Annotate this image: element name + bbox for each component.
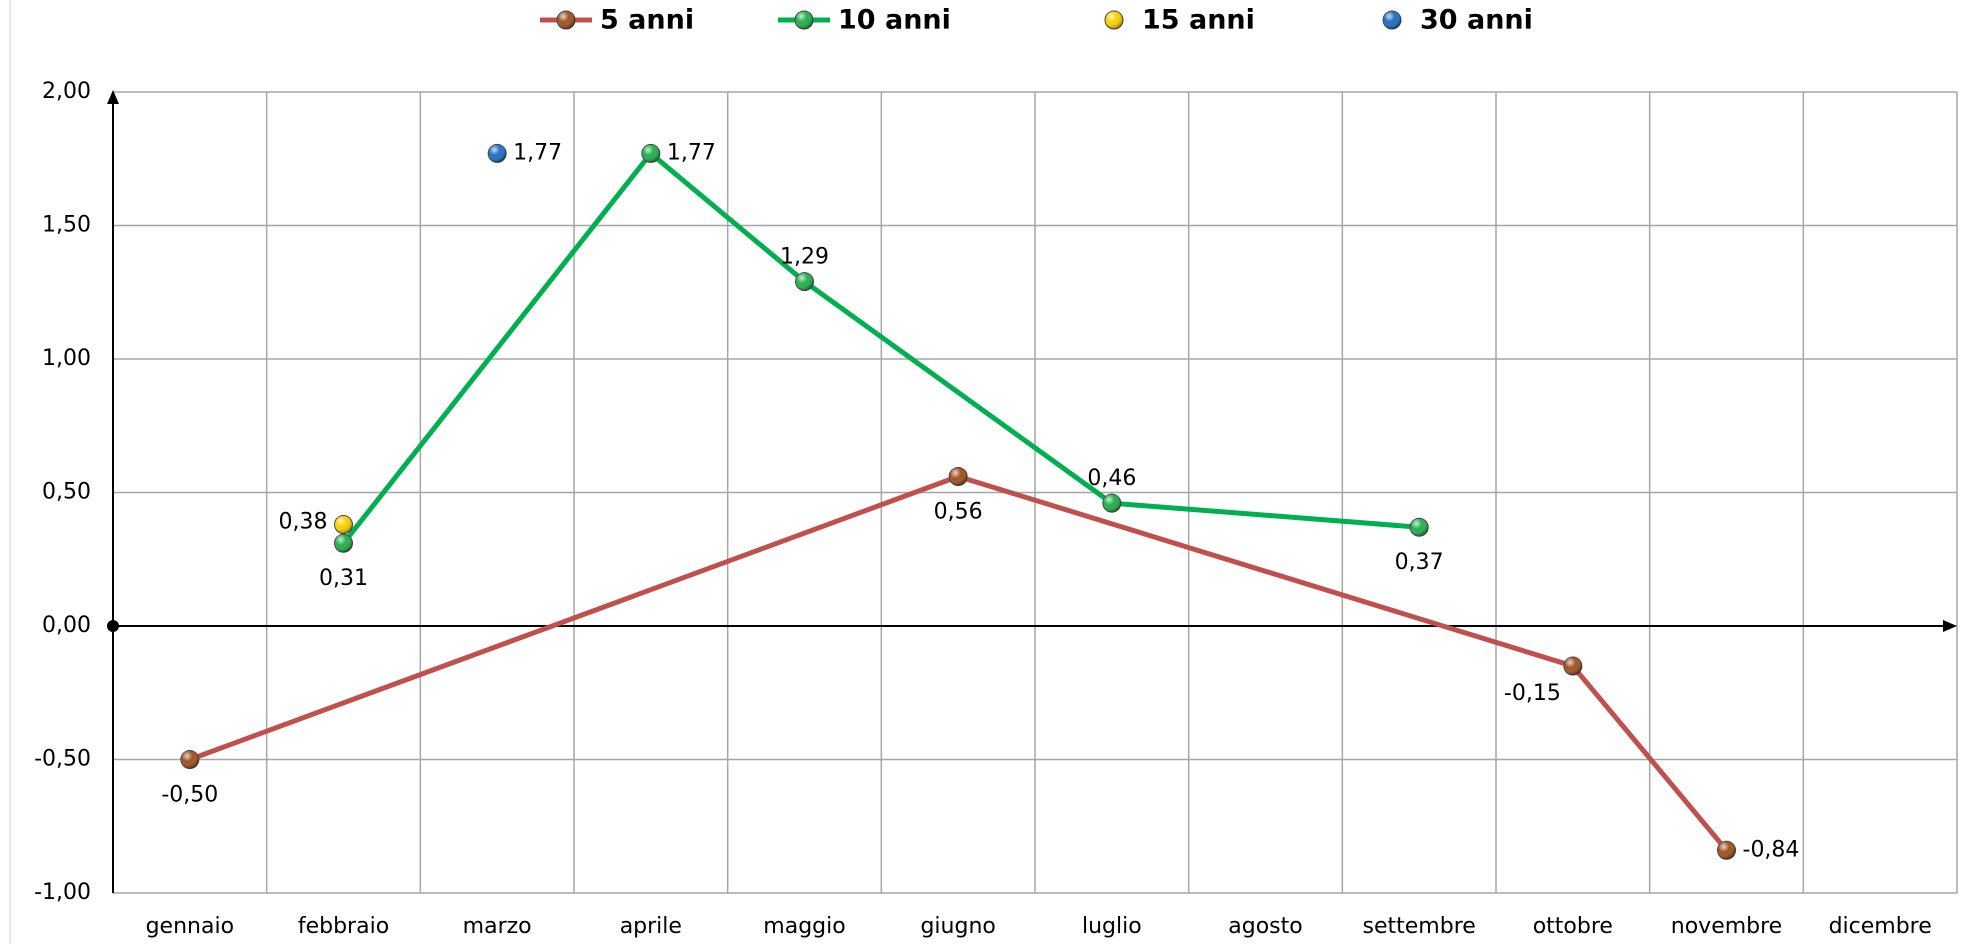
- series-line-segment: [1109, 500, 1422, 530]
- marker-shine: [334, 515, 353, 534]
- marker-shine: [795, 272, 814, 291]
- legend-text: 10 anni: [838, 5, 951, 36]
- legend-text: 5 anni: [600, 5, 694, 36]
- data-point: [948, 466, 968, 486]
- y-tick-label: 0,50: [42, 480, 91, 505]
- data-point: [334, 533, 353, 553]
- data-label: 0,31: [319, 566, 368, 591]
- data-point: [641, 143, 661, 163]
- data-label: 1,77: [667, 140, 716, 165]
- x-tick-label: settembre: [1363, 914, 1476, 939]
- x-tick-label: aprile: [620, 914, 682, 939]
- y-tick-label: 0,00: [42, 613, 91, 638]
- x-tick-label: maggio: [763, 914, 845, 939]
- series-line-segment: [1570, 663, 1729, 853]
- marker-shine: [180, 750, 199, 769]
- series-line-segment: [955, 473, 1576, 669]
- marker-shine: [1102, 494, 1121, 513]
- legend-marker: [1104, 10, 1124, 30]
- legend-marker: [1382, 10, 1402, 30]
- y-tick-label: -1,00: [34, 880, 91, 905]
- data-point: [795, 272, 814, 292]
- x-tick-label: agosto: [1228, 914, 1302, 939]
- data-label: 0,56: [934, 499, 983, 524]
- series-line-segment: [341, 150, 654, 546]
- marker-shine: [795, 11, 813, 29]
- legend-text: 30 anni: [1420, 5, 1533, 36]
- data-point: [180, 750, 200, 769]
- data-point: [1102, 493, 1122, 513]
- data-label: -0,84: [1743, 837, 1800, 862]
- data-point: [1717, 840, 1736, 860]
- x-tick-label: febbraio: [298, 914, 389, 939]
- x-axis-arrow: [1943, 620, 1957, 632]
- x-tick-label: dicembre: [1829, 914, 1932, 939]
- x-tick-label: marzo: [463, 914, 532, 939]
- marker-shine: [488, 144, 507, 163]
- data-label: 1,77: [513, 140, 562, 165]
- series-line-segment: [187, 473, 961, 762]
- data-point: [487, 143, 507, 163]
- y-tick-label: 2,00: [42, 79, 91, 104]
- y-tick-label: 1,50: [42, 213, 91, 238]
- marker-shine: [1105, 11, 1123, 29]
- marker-shine: [641, 144, 660, 163]
- marker-shine: [949, 467, 968, 486]
- marker-shine: [1410, 518, 1429, 537]
- x-tick-label: luglio: [1082, 914, 1142, 939]
- marker-shine: [557, 11, 575, 29]
- y-tick-label: -0,50: [34, 747, 91, 772]
- marker-shine: [1717, 841, 1736, 860]
- series-line-segment: [648, 150, 807, 285]
- y-axis-arrow: [107, 90, 119, 104]
- x-tick-label: giugno: [920, 914, 995, 939]
- data-label: -0,15: [1504, 681, 1561, 706]
- y-tick-label: 1,00: [42, 346, 91, 371]
- data-label: 0,46: [1087, 466, 1136, 491]
- data-point: [1409, 517, 1429, 537]
- data-label: 0,38: [279, 510, 328, 535]
- legend-marker: [556, 10, 576, 30]
- data-label: 0,37: [1395, 550, 1444, 575]
- marker-shine: [1563, 657, 1582, 676]
- legend-text: 15 anni: [1142, 5, 1255, 36]
- data-point: [334, 515, 353, 535]
- marker-shine: [334, 534, 353, 553]
- data-label: 1,29: [780, 245, 829, 270]
- x-tick-label: novembre: [1671, 914, 1782, 939]
- data-label: -0,50: [161, 783, 218, 808]
- x-tick-label: gennaio: [146, 914, 234, 939]
- data-point: [1563, 656, 1583, 676]
- marker-shine: [1383, 11, 1401, 29]
- series-line-segment: [802, 279, 1115, 506]
- legend-marker: [794, 10, 814, 30]
- x-tick-label: ottobre: [1533, 914, 1613, 939]
